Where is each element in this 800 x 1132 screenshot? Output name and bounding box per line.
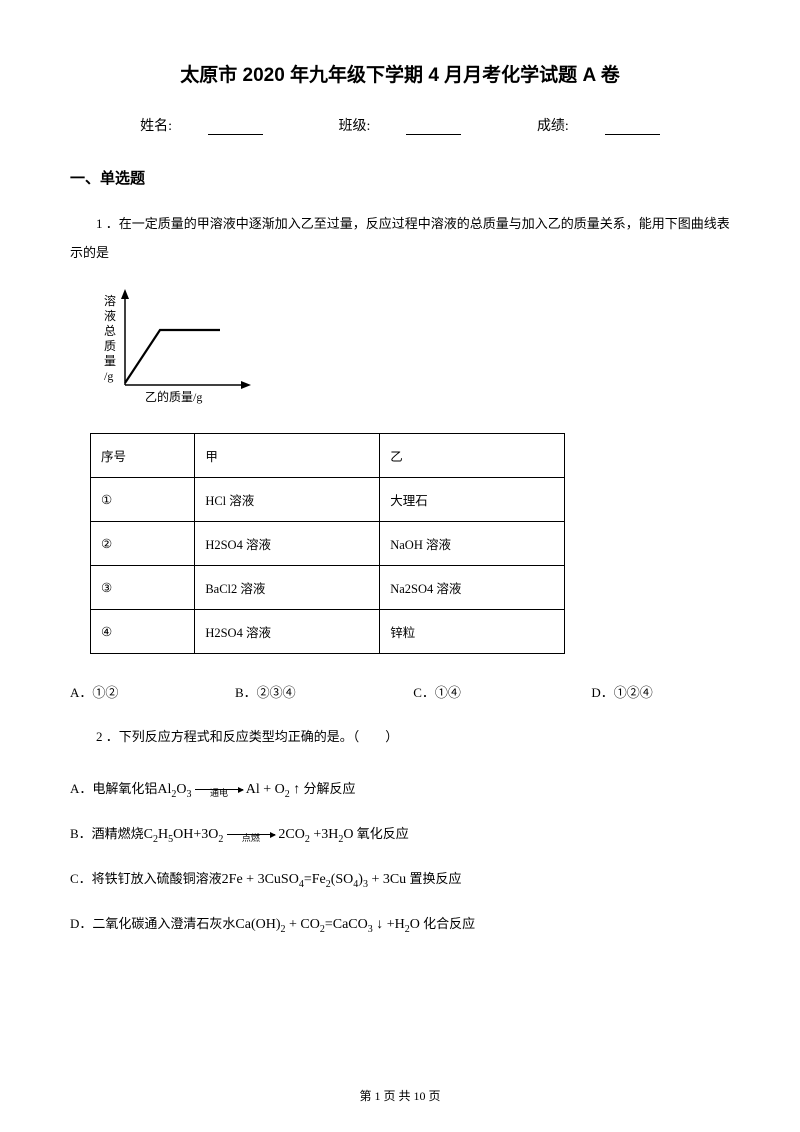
q2-option-d[interactable]: D．二氧化碳通入澄清石灰水Ca(OH)2 + CO2=CaCO3 ↓ +H2O … [70,905,730,944]
q2-option-c[interactable]: C．将铁钉放入硫酸铜溶液2Fe + 3CuSO4=Fe2(SO4)3 + 3Cu… [70,860,730,899]
exam-title: 太原市 2020 年九年级下学期 4 月月考化学试题 A 卷 [70,60,730,87]
q1-options: A．①② B．②③④ C．①④ D．①②④ [70,682,730,701]
page-footer: 第 1 页 共 10 页 [0,1087,800,1104]
class-label: 班级: [339,119,371,134]
student-info-line: 姓名: 班级: 成绩: [70,115,730,135]
option-a[interactable]: A．①② [70,682,235,701]
q2-options: A．电解氧化铝Al2O3 通电 Al + O2 ↑ 分解反应 B．酒精燃烧C2H… [70,770,730,945]
svg-text:/g: /g [104,369,113,383]
question-1: 1 ．在一定质量的甲溶液中逐渐加入乙至过量，反应过程中溶液的总质量与加入乙的质量… [70,210,730,267]
solution-mass-graph: 溶 液 总 质 量 /g 乙的质量/g [90,285,260,410]
class-blank[interactable] [406,121,461,135]
svg-text:总: 总 [104,324,116,338]
name-blank[interactable] [208,121,263,135]
q2-option-a[interactable]: A．电解氧化铝Al2O3 通电 Al + O2 ↑ 分解反应 [70,770,730,809]
th-yi: 乙 [380,434,565,478]
svg-text:液: 液 [104,308,116,323]
table-row: ② H2SO4 溶液 NaOH 溶液 [91,522,565,566]
th-index: 序号 [91,434,195,478]
question-2: 2 ．下列反应方程式和反应类型均正确的是。（ ） [70,723,730,752]
svg-text:乙的质量/g: 乙的质量/g [145,389,202,404]
table-row: ① HCl 溶液 大理石 [91,478,565,522]
th-jia: 甲 [195,434,380,478]
name-label: 姓名: [140,119,172,134]
score-label: 成绩: [537,119,569,134]
score-blank[interactable] [605,121,660,135]
q1-table: 序号 甲 乙 ① HCl 溶液 大理石 ② H2SO4 溶液 NaOH 溶液 ③… [90,433,565,654]
table-row: ③ BaCl2 溶液 Na2SO4 溶液 [91,566,565,610]
option-c[interactable]: C．①④ [413,682,591,701]
table-row: ④ H2SO4 溶液 锌粒 [91,610,565,654]
svg-text:溶: 溶 [104,293,116,308]
svg-text:量: 量 [104,354,116,368]
option-d[interactable]: D．①②④ [591,682,730,701]
section-1-header: 一、单选题 [70,167,730,188]
table-header-row: 序号 甲 乙 [91,434,565,478]
q1-text: 在一定质量的甲溶液中逐渐加入乙至过量，反应过程中溶液的总质量与加入乙的质量关系，… [70,216,730,260]
q1-number: 1 ． [96,216,119,231]
svg-text:质: 质 [104,339,116,353]
option-b[interactable]: B．②③④ [235,682,413,701]
q2-number: 2 ． [96,729,119,744]
q2-option-b[interactable]: B．酒精燃烧C2H5OH+3O2 点燃 2CO2 +3H2O 氧化反应 [70,815,730,854]
q2-text: 下列反应方程式和反应类型均正确的是。（ ） [119,729,399,744]
q1-graph: 溶 液 总 质 量 /g 乙的质量/g [90,285,730,415]
